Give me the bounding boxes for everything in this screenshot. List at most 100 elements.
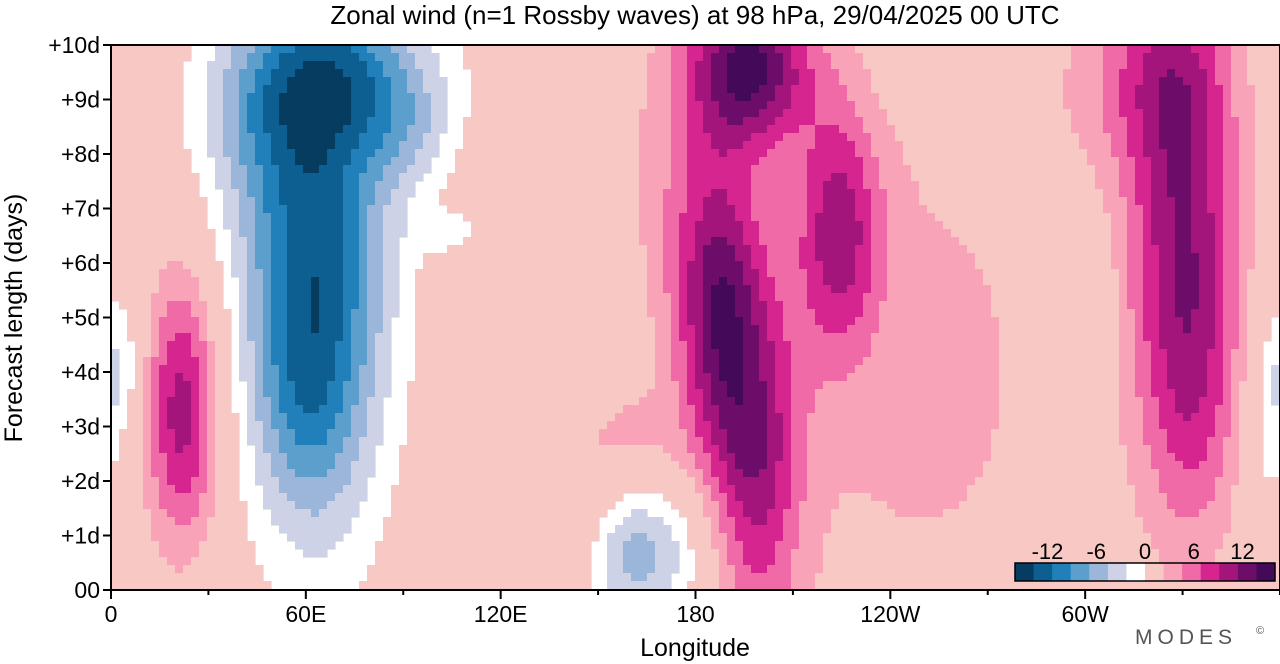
- field-cell: [1239, 85, 1248, 94]
- field-cell: [559, 237, 568, 246]
- field-cell: [559, 165, 568, 174]
- field-cell: [871, 85, 880, 94]
- field-cell: [911, 133, 920, 142]
- field-cell: [335, 117, 344, 126]
- field-cell: [879, 205, 888, 214]
- field-cell: [1055, 117, 1064, 126]
- field-cell: [855, 141, 864, 150]
- field-cell: [1135, 309, 1144, 318]
- field-cell: [863, 141, 872, 150]
- field-cell: [759, 221, 768, 230]
- field-cell: [671, 269, 680, 278]
- field-cell: [1167, 101, 1176, 110]
- field-cell: [1175, 189, 1184, 198]
- field-cell: [767, 61, 776, 70]
- field-cell: [1207, 61, 1216, 70]
- field-cell: [391, 69, 400, 78]
- field-cell: [479, 149, 488, 158]
- field-cell: [975, 93, 984, 102]
- field-cell: [807, 149, 816, 158]
- field-cell: [639, 245, 648, 254]
- field-cell: [855, 133, 864, 142]
- field-cell: [167, 69, 176, 78]
- field-cell: [167, 325, 176, 334]
- field-cell: [607, 325, 616, 334]
- field-cell: [607, 285, 616, 294]
- field-cell: [351, 253, 360, 262]
- field-cell: [1159, 269, 1168, 278]
- field-cell: [1199, 253, 1208, 262]
- field-cell: [999, 61, 1008, 70]
- field-cell: [655, 317, 664, 326]
- field-cell: [1271, 69, 1280, 78]
- field-cell: [1127, 101, 1136, 110]
- field-cell: [223, 125, 232, 134]
- field-cell: [327, 165, 336, 174]
- field-cell: [1055, 309, 1064, 318]
- field-cell: [623, 269, 632, 278]
- field-cell: [1055, 301, 1064, 310]
- field-cell: [1223, 205, 1232, 214]
- field-cell: [607, 213, 616, 222]
- field-cell: [727, 237, 736, 246]
- field-cell: [895, 61, 904, 70]
- field-cell: [615, 205, 624, 214]
- field-cell: [671, 229, 680, 238]
- field-cell: [559, 117, 568, 126]
- field-cell: [1023, 133, 1032, 142]
- field-cell: [1063, 157, 1072, 166]
- field-cell: [183, 285, 192, 294]
- field-cell: [1247, 205, 1256, 214]
- field-cell: [975, 285, 984, 294]
- field-cell: [327, 101, 336, 110]
- field-cell: [639, 165, 648, 174]
- field-cell: [1071, 93, 1080, 102]
- field-cell: [255, 53, 264, 62]
- field-cell: [295, 261, 304, 270]
- field-cell: [543, 261, 552, 270]
- field-cell: [1159, 181, 1168, 190]
- field-cell: [807, 141, 816, 150]
- field-cell: [735, 237, 744, 246]
- field-cell: [839, 301, 848, 310]
- field-cell: [471, 181, 480, 190]
- field-cell: [687, 189, 696, 198]
- field-cell: [815, 173, 824, 182]
- field-cell: [399, 229, 408, 238]
- field-cell: [415, 77, 424, 86]
- field-cell: [247, 165, 256, 174]
- field-cell: [591, 261, 600, 270]
- field-cell: [823, 237, 832, 246]
- field-cell: [695, 269, 704, 278]
- field-cell: [719, 293, 728, 302]
- field-cell: [1103, 189, 1112, 198]
- field-cell: [319, 69, 328, 78]
- field-cell: [935, 277, 944, 286]
- field-cell: [487, 261, 496, 270]
- field-cell: [335, 237, 344, 246]
- field-cell: [663, 293, 672, 302]
- field-cell: [1199, 109, 1208, 118]
- field-cell: [751, 165, 760, 174]
- field-cell: [415, 301, 424, 310]
- field-cell: [663, 261, 672, 270]
- field-cell: [967, 269, 976, 278]
- field-cell: [871, 181, 880, 190]
- field-cell: [367, 85, 376, 94]
- field-cell: [1055, 181, 1064, 190]
- field-cell: [607, 229, 616, 238]
- field-cell: [463, 141, 472, 150]
- field-cell: [791, 229, 800, 238]
- field-cell: [823, 253, 832, 262]
- field-cell: [1191, 317, 1200, 326]
- field-cell: [463, 277, 472, 286]
- field-cell: [1247, 77, 1256, 86]
- field-cell: [1103, 45, 1112, 54]
- field-cell: [719, 173, 728, 182]
- field-cell: [799, 77, 808, 86]
- field-cell: [111, 293, 120, 302]
- field-cell: [327, 301, 336, 310]
- field-cell: [143, 85, 152, 94]
- field-cell: [1071, 189, 1080, 198]
- field-cell: [1015, 101, 1024, 110]
